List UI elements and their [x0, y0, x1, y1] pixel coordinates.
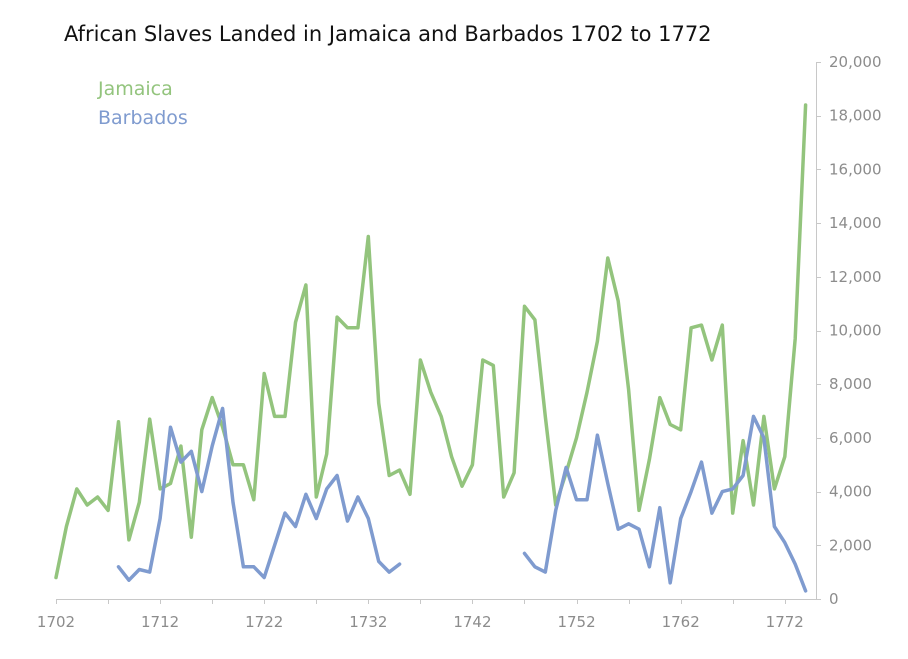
x-tick-label: 1732	[349, 613, 387, 631]
x-tick-label: 1772	[766, 613, 804, 631]
y-tick-label: 10,000	[829, 322, 882, 340]
x-tick-label: 1752	[557, 613, 595, 631]
y-tick-label: 16,000	[829, 160, 882, 178]
y-tick-label: 18,000	[829, 107, 882, 125]
y-tick-label: 6,000	[829, 429, 872, 447]
x-tick-label: 1762	[662, 613, 700, 631]
legend-entry-jamaica: Jamaica	[98, 78, 173, 100]
y-tick-label: 2,000	[829, 536, 872, 554]
y-tick-label: 20,000	[829, 53, 882, 71]
x-tick-label: 1722	[245, 613, 283, 631]
x-tick-label: 1742	[453, 613, 491, 631]
y-tick-label: 8,000	[829, 375, 872, 393]
y-tick-label: 4,000	[829, 483, 872, 501]
y-tick-label: 14,000	[829, 214, 882, 232]
series-line-barbados	[116, 406, 808, 593]
series-line-jamaica	[54, 103, 808, 580]
x-tick-label: 1702	[37, 613, 75, 631]
y-tick-label: 0	[829, 590, 839, 608]
x-tick-label: 1712	[141, 613, 179, 631]
legend-entry-barbados: Barbados	[98, 107, 188, 129]
y-tick-label: 12,000	[829, 268, 882, 286]
chart-title: African Slaves Landed in Jamaica and Bar…	[64, 22, 712, 46]
